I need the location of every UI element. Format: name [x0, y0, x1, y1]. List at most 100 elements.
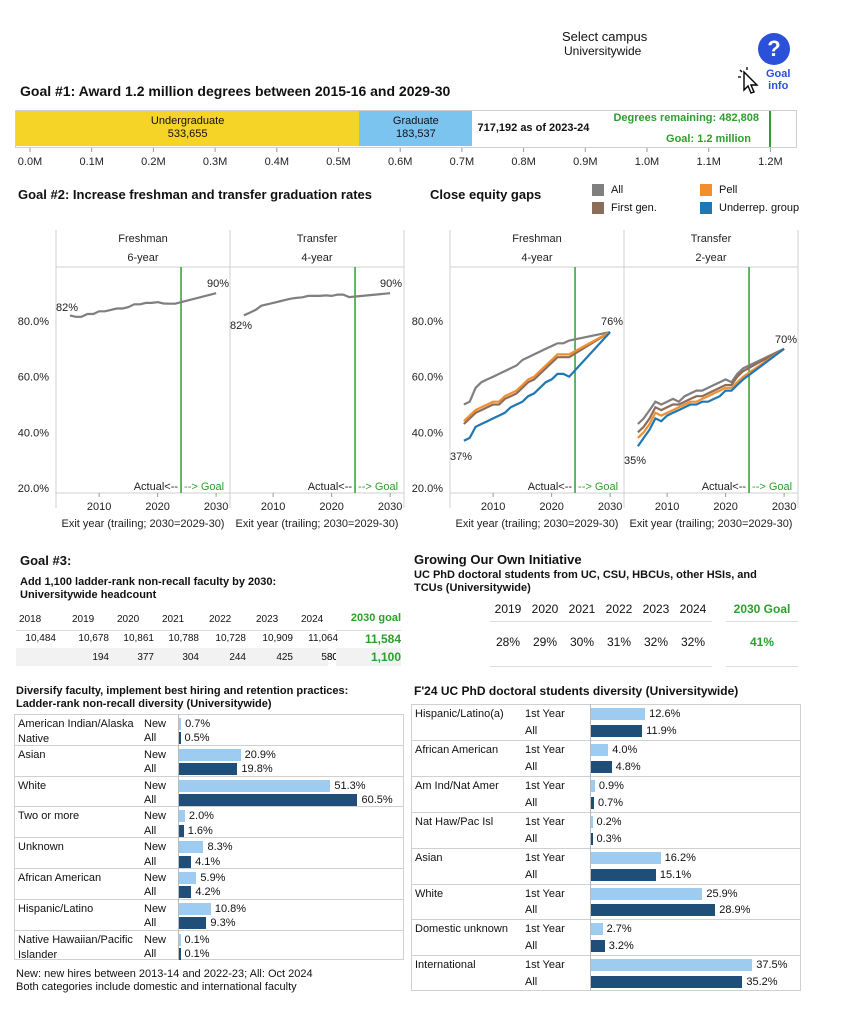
bar-row-divider — [14, 744, 404, 746]
bar-series-label: 1st Year — [525, 815, 565, 828]
bar-series-label: All — [525, 760, 538, 773]
gyo-year: 2022 — [605, 602, 633, 616]
bar-series-label: New — [144, 718, 167, 730]
goal3-year: 2021 — [162, 614, 185, 625]
goal-label: --> Goal — [358, 481, 398, 493]
bar-value-label: 0.2% — [596, 815, 622, 828]
bar-value-label: 37.5% — [756, 959, 788, 972]
goal3-count: 10,484 — [25, 633, 56, 644]
bar-all — [179, 824, 184, 837]
legend-swatch-first-gen — [592, 202, 604, 215]
gyo-value: 32% — [643, 635, 669, 649]
bar-series-label: All — [525, 976, 538, 989]
bar-first — [179, 718, 182, 730]
help-icon[interactable]: ? — [758, 33, 790, 65]
bar-category-label: African American — [18, 872, 102, 884]
bar-row-divider — [14, 775, 404, 777]
bar-value-label: 2.0% — [188, 810, 214, 823]
goal3-year: 2024 — [301, 614, 324, 625]
goal-label: --> Goal — [752, 481, 792, 493]
start-value-label: 37% — [450, 451, 472, 463]
gyo-row-line — [490, 666, 712, 667]
bar-value-label: 5.9% — [200, 872, 226, 884]
bar-series-label: 1st Year — [525, 959, 565, 972]
start-value-label: 35% — [624, 455, 646, 467]
gyo-goal-value: 41% — [749, 635, 775, 649]
gyo-table: 2019 28% 2020 29% 2021 30% 2022 31% 2023 32% 2024 3… — [490, 600, 800, 670]
bar-first — [179, 779, 331, 792]
panel-subtitle: 2-year — [695, 252, 727, 264]
graduate-bar: Graduate 183,537 — [359, 111, 473, 146]
x-tick-label: 2030 — [378, 501, 402, 513]
goal1-tick-label: 0.9M — [573, 156, 597, 168]
bar-series-label: All — [144, 917, 157, 930]
goal3-count: 10,728 — [215, 633, 246, 644]
goal3-year: 2020 — [117, 614, 140, 625]
goal3-count: 10,909 — [262, 633, 293, 644]
bar-row-divider — [14, 929, 404, 931]
gyo-value: 32% — [680, 635, 706, 649]
faculty-diversity-chart: American Indian/Alaska Native New 0.7% All 0.… — [14, 714, 404, 961]
legend-all: All — [592, 184, 623, 197]
bar-row-divider — [411, 919, 801, 921]
goal1-tick-label: 0.2M — [141, 156, 165, 168]
goal-label: --> Goal — [184, 481, 224, 493]
bar-value-label: 60.5% — [361, 794, 393, 806]
goal3-goal-total: 11,584 — [364, 632, 401, 646]
bar-category-label-2: Islander — [18, 948, 58, 961]
legend-swatch-pell — [700, 184, 712, 197]
bar-value-label: 11.9% — [646, 724, 677, 737]
bar-all — [179, 917, 207, 930]
bar-series-label: All — [525, 868, 538, 881]
y-tick-label: 40.0% — [18, 427, 49, 439]
bar-all — [179, 855, 192, 868]
bar-category-label: Hispanic/Latino — [18, 902, 94, 915]
bar-category-label: Am Ind/Nat Amer — [415, 779, 499, 792]
bar-series-label: 1st Year — [525, 851, 565, 864]
goal3-count: 11,064 — [308, 633, 338, 644]
series-line-all — [463, 331, 611, 406]
bar-first — [591, 743, 609, 756]
goal3-goal-bg — [336, 648, 401, 666]
bar-row-divider — [411, 775, 801, 777]
bar-all — [179, 732, 181, 745]
goal3-year: 2022 — [209, 614, 232, 625]
goal1-tick-label: 1.0M — [635, 156, 659, 168]
phd-diversity-chart: Hispanic/Latino(a) 1st Year 12.6% All 11.9% A… — [411, 704, 801, 992]
series-line-pell — [637, 347, 785, 439]
campus-dropdown[interactable]: Universitywide — [564, 44, 642, 58]
x-tick-label: 2010 — [87, 501, 111, 513]
bar-series-label: New — [144, 779, 167, 792]
phd-div-title: F'24 UC PhD doctoral students diversity … — [414, 684, 739, 698]
x-axis-label: Exit year (trailing; 2030=2029-30) — [456, 518, 619, 530]
bar-series-label: 1st Year — [525, 779, 565, 792]
bar-category-label: Unknown — [18, 841, 64, 854]
bar-baseline — [178, 714, 179, 961]
bar-all — [179, 948, 181, 960]
gyo-subtitle-2: TCUs (Universitywide) — [414, 582, 531, 594]
x-axis-label: Exit year (trailing; 2030=2029-30) — [62, 518, 225, 530]
goal3-row-line — [16, 630, 328, 631]
bar-first — [591, 851, 661, 864]
bar-series-label: New — [144, 748, 167, 761]
bar-value-label: 0.1% — [184, 933, 210, 946]
start-value-label: 82% — [230, 320, 252, 332]
x-tick-label: 2010 — [655, 501, 679, 513]
bar-value-label: 8.3% — [207, 841, 233, 854]
bar-series-label: All — [144, 948, 157, 960]
gyo-value: 28% — [495, 635, 521, 649]
end-value-label: 70% — [775, 334, 797, 346]
legend-swatch-all — [592, 184, 604, 197]
bar-all — [591, 868, 656, 881]
goal-info-link[interactable]: Goal info — [766, 68, 790, 92]
gyo-subtitle: UC PhD doctoral students from UC, CSU, H… — [414, 569, 757, 595]
bar-all — [591, 796, 594, 809]
graduate-label: Graduate — [392, 115, 439, 127]
series-line-underrep-group — [636, 347, 785, 447]
undergrad-bar: Undergraduate 533,655 — [16, 111, 360, 146]
bar-value-label: 3.2% — [608, 940, 634, 953]
bar-value-label: 35.2% — [746, 976, 778, 989]
bar-series-label: All — [144, 824, 157, 837]
goal3-subtitle-1: Add 1,100 ladder-rank non-recall faculty… — [20, 576, 277, 588]
bar-series-label: All — [525, 904, 538, 917]
